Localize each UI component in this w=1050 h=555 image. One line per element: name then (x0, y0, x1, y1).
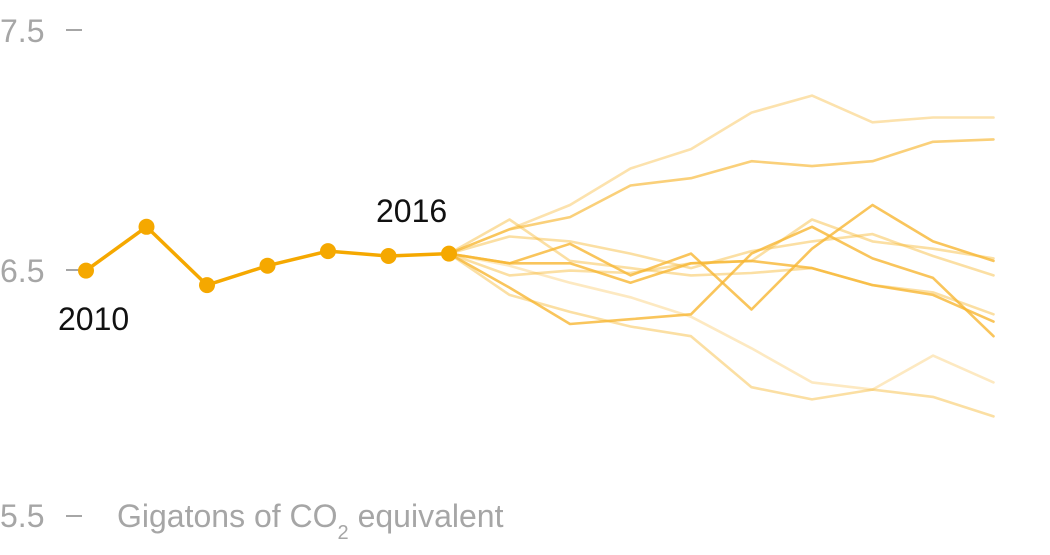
history-point-2010 (78, 262, 94, 279)
history-point-2015 (380, 248, 397, 264)
history-point-2012 (199, 277, 215, 294)
projection-line-8 (447, 225, 995, 338)
y-axis: 7.5 6.5 5.5 (0, 13, 82, 534)
y-unit-label-subscript: 2 (338, 522, 349, 544)
projection-line-3 (447, 252, 995, 323)
projection-line-2 (447, 94, 995, 255)
y-tick-label-5-5: 5.5 (0, 498, 44, 534)
projection-series (447, 94, 995, 418)
projection-line-4 (447, 218, 995, 277)
annotation-2016: 2016 (376, 193, 447, 229)
projection-line-5 (447, 203, 995, 311)
history-point-2013 (259, 257, 276, 274)
projection-line-7 (447, 232, 995, 277)
y-unit-label-prefix: Gigatons of CO (117, 498, 338, 534)
history-point-2014 (320, 243, 336, 260)
y-unit-label-suffix: equivalent (349, 498, 504, 534)
history-series (78, 218, 457, 294)
y-unit-label: Gigatons of CO2 equivalent (117, 498, 504, 544)
y-tick-label-7-5: 7.5 (0, 13, 44, 49)
annotation-2010: 2010 (58, 301, 129, 337)
projection-line-6 (447, 252, 995, 391)
history-point-2011 (138, 218, 155, 235)
history-point-2016 (441, 245, 457, 262)
projection-line-10 (447, 138, 995, 255)
projection-line-9 (447, 252, 995, 418)
y-tick-label-6-5: 6.5 (0, 253, 44, 289)
